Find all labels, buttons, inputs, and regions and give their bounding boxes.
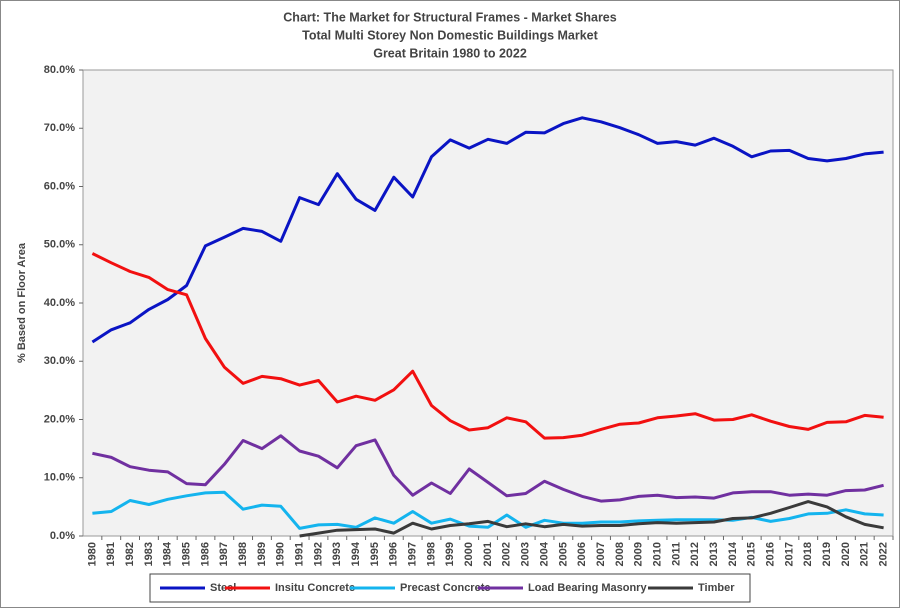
x-tick-label: 1980 [86, 542, 98, 566]
x-tick-label: 2021 [859, 542, 871, 566]
x-tick-label: 1985 [181, 542, 193, 566]
x-tick-label: 2020 [840, 542, 852, 566]
y-tick-label: 70.0% [44, 122, 75, 134]
x-tick-label: 2009 [633, 542, 645, 566]
legend-label: Precast Concrete [400, 582, 491, 594]
x-tick-label: 2004 [538, 541, 550, 566]
y-tick-label: 40.0% [44, 297, 75, 309]
x-tick-label: 1996 [388, 542, 400, 566]
y-tick-label: 10.0% [44, 472, 75, 484]
y-tick-label: 60.0% [44, 180, 75, 192]
x-tick-label: 2015 [746, 542, 758, 566]
x-tick-label: 1994 [350, 541, 362, 566]
chart-title: Total Multi Storey Non Domestic Building… [302, 28, 598, 42]
x-tick-label: 2005 [557, 542, 569, 566]
y-tick-label: 50.0% [44, 239, 75, 251]
legend-label: Insitu Concrete [275, 582, 355, 594]
y-tick-label: 0.0% [50, 530, 75, 542]
plot-area [82, 69, 894, 537]
x-tick-label: 1984 [162, 541, 174, 566]
x-tick-label: 2012 [689, 542, 701, 566]
x-tick-label: 2018 [802, 542, 814, 566]
x-tick-label: 2008 [614, 542, 626, 566]
x-tick-label: 2003 [520, 542, 532, 566]
x-tick-label: 1997 [407, 542, 419, 566]
y-tick-label: 80.0% [44, 64, 75, 76]
x-tick-label: 2002 [501, 542, 513, 566]
x-tick-label: 1983 [143, 542, 155, 566]
y-tick-label: 20.0% [44, 413, 75, 425]
x-tick-label: 2013 [708, 542, 720, 566]
x-tick-label: 1999 [444, 542, 456, 566]
x-tick-label: 2010 [651, 542, 663, 566]
series-line [92, 434, 884, 503]
x-tick-label: 1995 [369, 542, 381, 566]
x-tick-label: 2022 [877, 542, 889, 566]
x-tick-label: 1981 [105, 542, 117, 566]
x-tick-label: 1989 [256, 542, 268, 566]
legend-label: Timber [698, 582, 735, 594]
chart-title: Chart: The Market for Structural Frames … [283, 10, 616, 24]
chart-title: Great Britain 1980 to 2022 [373, 46, 527, 60]
x-tick-label: 1991 [294, 542, 306, 566]
x-tick-label: 2016 [764, 542, 776, 566]
x-tick-label: 2006 [576, 542, 588, 566]
x-tick-label: 1986 [199, 542, 211, 566]
y-tick-label: 30.0% [44, 355, 75, 367]
x-tick-label: 1988 [237, 542, 249, 566]
x-tick-label: 2014 [727, 541, 739, 566]
x-tick-label: 1998 [425, 542, 437, 566]
x-tick-label: 2000 [463, 542, 475, 566]
series-line [91, 252, 884, 440]
x-tick-label: 2011 [670, 542, 682, 566]
x-tick-label: 2019 [821, 542, 833, 566]
y-axis-title: % Based on Floor Area [16, 242, 28, 363]
x-tick-label: 1990 [275, 542, 287, 566]
x-tick-label: 2007 [595, 542, 607, 566]
legend-label: Steel [210, 582, 236, 594]
x-tick-label: 1992 [312, 542, 324, 566]
x-tick-label: 1982 [124, 542, 136, 566]
series-line [299, 500, 884, 538]
x-tick-label: 2017 [783, 542, 795, 566]
x-tick-label: 1993 [331, 542, 343, 566]
series-line [91, 116, 884, 344]
legend-label: Load Bearing Masonry [528, 582, 647, 594]
x-tick-label: 1987 [218, 542, 230, 566]
x-tick-label: 2001 [482, 542, 494, 566]
